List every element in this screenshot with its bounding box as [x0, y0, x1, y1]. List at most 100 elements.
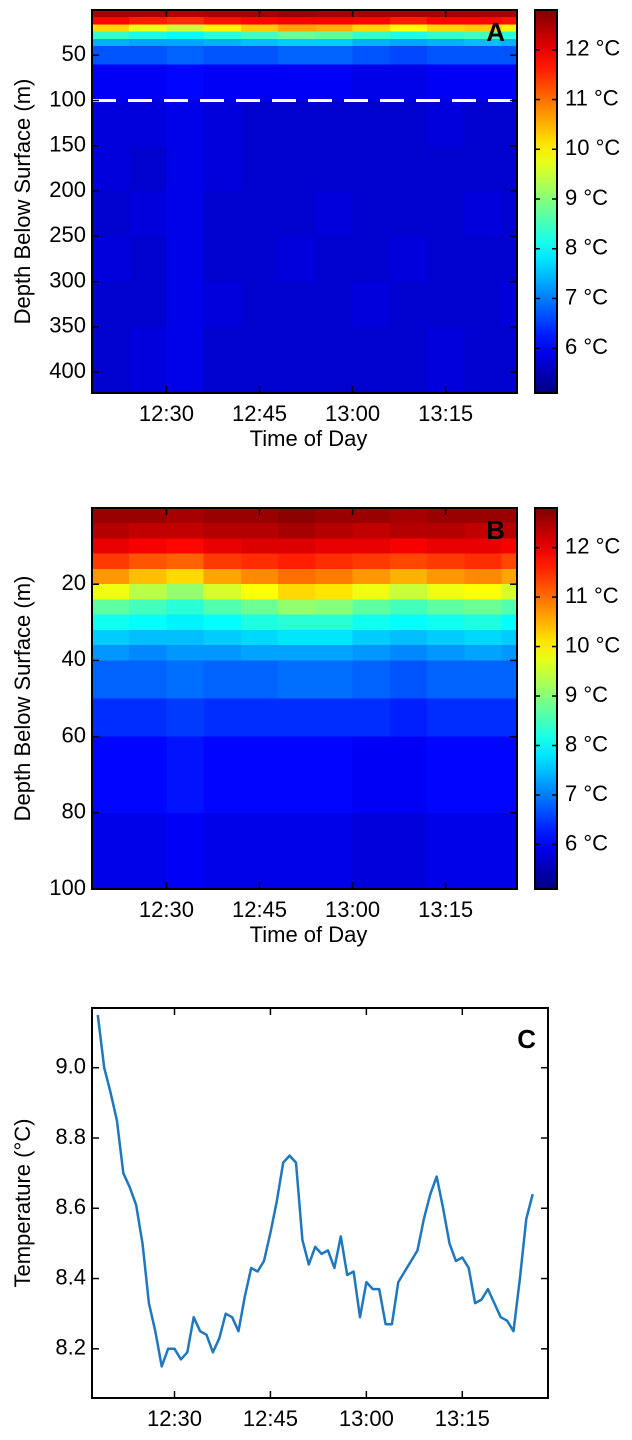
heat-cell: [501, 599, 517, 616]
heat-cell: [352, 281, 391, 328]
heat-cell: [352, 236, 391, 283]
heat-cell: [315, 645, 354, 661]
heat-cell: [464, 24, 502, 33]
heat-cell: [278, 10, 316, 18]
heat-cell: [352, 64, 391, 102]
x-tick-label: 12:45: [232, 897, 287, 922]
axes-frame: [91, 1007, 549, 1399]
heat-cell: [129, 281, 167, 328]
heat-cell: [464, 736, 502, 814]
heat-cell: [240, 614, 279, 631]
heat-cell: [352, 31, 391, 40]
heat-cell: [166, 553, 205, 570]
heat-cell: [129, 629, 167, 646]
heat-cell: [166, 568, 205, 585]
heat-cell: [240, 46, 279, 65]
heat-cell: [92, 46, 130, 65]
heat-cell: [240, 629, 279, 646]
heat-cell: [352, 568, 391, 585]
colorbar: [534, 9, 558, 394]
heat-cell: [166, 523, 205, 539]
heat-cell: [203, 736, 242, 814]
x-tick-label: 13:15: [418, 401, 473, 426]
heat-cell: [166, 629, 205, 646]
heat-cell: [501, 508, 517, 524]
heat-cell: [240, 38, 279, 47]
heat-cell: [92, 326, 130, 393]
heat-cell: [427, 17, 465, 25]
heat-cell: [389, 145, 428, 192]
heat-cell: [427, 538, 465, 555]
plot-area: [92, 508, 517, 889]
heat-cell: [203, 698, 242, 738]
heat-cell: [389, 812, 428, 889]
heat-cell: [240, 24, 279, 33]
x-axis-label: Time of Day: [250, 922, 368, 947]
heat-cell: [166, 46, 205, 65]
heat-cell: [92, 281, 130, 328]
heat-cell: [315, 599, 354, 616]
heat-cell: [166, 10, 205, 18]
heat-cell: [501, 17, 517, 25]
heat-cell: [166, 508, 205, 524]
heat-cell: [240, 236, 279, 283]
heat-cell: [501, 645, 517, 661]
colorbar-tick-label: 6 °C: [565, 334, 608, 359]
heat-cell: [464, 236, 502, 283]
heat-cell: [501, 629, 517, 646]
heat-cell: [166, 698, 205, 738]
heat-cell: [129, 46, 167, 65]
heat-cell: [278, 145, 316, 192]
heat-cell: [427, 660, 465, 699]
heat-cell: [240, 523, 279, 539]
heat-cell: [315, 568, 354, 585]
heat-cell: [278, 736, 316, 814]
heat-cell: [315, 64, 354, 102]
heat-cell: [203, 281, 242, 328]
heat-cell: [92, 38, 130, 47]
x-tick-label: 13:00: [339, 1406, 394, 1431]
heat-cell: [315, 17, 354, 25]
heat-cell: [501, 281, 517, 328]
heat-cell: [166, 100, 205, 147]
heat-cell: [92, 599, 130, 616]
heat-cell: [203, 599, 242, 616]
heat-cell: [352, 191, 391, 237]
heat-cell: [315, 10, 354, 18]
plot-area: [92, 10, 517, 393]
heat-cell: [129, 698, 167, 738]
heat-cell: [166, 17, 205, 25]
y-tick-label: 100: [49, 86, 86, 111]
heat-cell: [352, 812, 391, 889]
heat-cell: [166, 38, 205, 47]
heat-cell: [464, 191, 502, 237]
heat-cell: [278, 614, 316, 631]
heat-cell: [240, 736, 279, 814]
heat-cell: [501, 236, 517, 283]
heat-cell: [389, 24, 428, 33]
heat-cell: [389, 31, 428, 40]
heat-cell: [166, 281, 205, 328]
heat-cell: [129, 326, 167, 393]
heat-cell: [129, 17, 167, 25]
x-tick-label: 13:15: [435, 1406, 490, 1431]
heat-cell: [203, 553, 242, 570]
heat-cell: [278, 645, 316, 661]
colorbar: [534, 507, 558, 890]
heat-cell: [166, 660, 205, 699]
colorbar-tick-label: 11 °C: [565, 583, 619, 608]
panel-label: A: [486, 17, 505, 47]
heat-cell: [389, 660, 428, 699]
heat-cell: [352, 614, 391, 631]
heat-cell: [240, 31, 279, 40]
heat-cell: [240, 599, 279, 616]
heat-cell: [501, 660, 517, 699]
heat-cell: [203, 191, 242, 237]
heat-cell: [240, 553, 279, 570]
heat-cell: [278, 326, 316, 393]
heat-cell: [129, 553, 167, 570]
heat-cell: [203, 17, 242, 25]
heat-cell: [92, 629, 130, 646]
heat-cell: [203, 660, 242, 699]
heat-cell: [203, 614, 242, 631]
